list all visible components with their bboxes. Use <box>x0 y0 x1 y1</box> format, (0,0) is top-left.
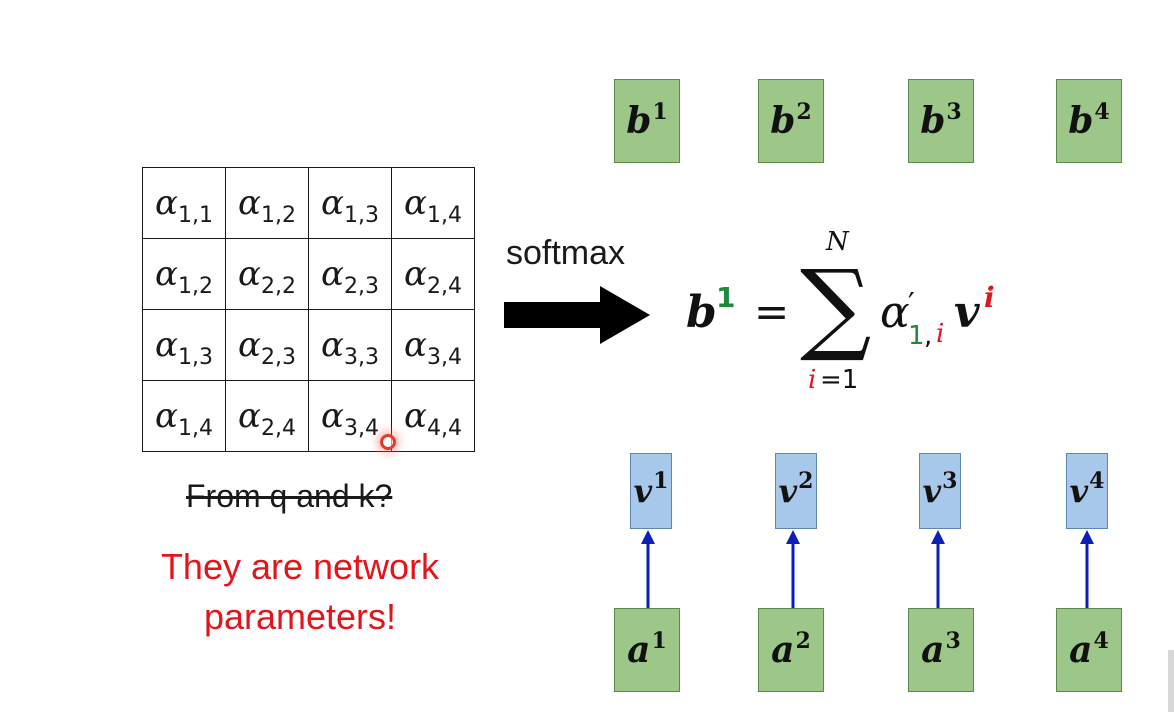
formula-value-vector: v <box>954 287 980 338</box>
matrix-cell: α1,1 <box>142 167 226 239</box>
box-superscript: 1 <box>653 468 669 494</box>
value-box-v2: v2 <box>775 453 817 529</box>
box-base: a <box>771 629 795 671</box>
matrix-cell: α1,2 <box>225 167 309 239</box>
matrix-cell: α1,4 <box>142 380 226 452</box>
box-superscript: 2 <box>798 468 814 494</box>
output-box-b2: b2 <box>758 79 824 163</box>
input-box-a2: a2 <box>758 608 824 692</box>
box-base: a <box>627 629 651 671</box>
up-arrow-icon <box>786 530 800 608</box>
clipped-title-fragment <box>440 0 450 8</box>
formula-alpha-subscript-comma: , <box>924 321 933 351</box>
sum-lower-variable: i <box>808 365 817 395</box>
matrix-cell: α1,3 <box>308 167 392 239</box>
matrix-row: α1,3 α2,3 α3,3 α3,4 <box>142 309 475 381</box>
box-superscript: 1 <box>651 628 667 654</box>
formula-value-superscript: i <box>984 281 995 314</box>
output-box-b4: b4 <box>1056 79 1122 163</box>
highlight-caption: They are network parameters! <box>130 542 470 642</box>
box-base: v <box>1069 472 1089 510</box>
formula-alpha-subscript-i: i <box>936 319 945 349</box>
box-base: b <box>920 100 946 142</box>
matrix-row: α1,1 α1,2 α1,3 α1,4 <box>142 167 475 239</box>
input-box-a1: a1 <box>614 608 680 692</box>
laser-pointer-icon <box>380 434 396 450</box>
value-box-v1: v1 <box>630 453 672 529</box>
input-box-a4: a4 <box>1056 608 1122 692</box>
window-edge <box>1168 650 1174 712</box>
box-base: v <box>778 472 798 510</box>
up-arrow-icon <box>641 530 655 608</box>
value-box-v3: v3 <box>919 453 961 529</box>
box-superscript: 2 <box>795 628 811 654</box>
matrix-cell: α1,4 <box>391 167 475 239</box>
box-superscript: 4 <box>1089 468 1105 494</box>
output-box-b3: b3 <box>908 79 974 163</box>
matrix-cell: α2,4 <box>225 380 309 452</box>
matrix-cell: α3,4 <box>391 309 475 381</box>
box-superscript: 4 <box>1093 628 1109 654</box>
sum-upper-limit: N <box>826 227 849 257</box>
formula-lhs: b <box>686 287 717 338</box>
box-base: v <box>922 472 942 510</box>
matrix-cell: α2,3 <box>308 238 392 310</box>
matrix-row: α1,4 α2,4 α3,4 α4,4 <box>142 380 475 452</box>
box-superscript: 3 <box>945 628 961 654</box>
formula-prime: ′ <box>908 287 915 322</box>
formula-alpha: α <box>880 287 910 338</box>
box-superscript: 1 <box>652 99 668 125</box>
box-base: b <box>770 100 796 142</box>
matrix-cell: α2,2 <box>225 238 309 310</box>
up-arrow-icon <box>931 530 945 608</box>
box-superscript: 3 <box>946 99 962 125</box>
formula-equals: = <box>754 287 790 336</box>
matrix-row: α1,2 α2,2 α2,3 α2,4 <box>142 238 475 310</box>
input-box-a3: a3 <box>908 608 974 692</box>
box-base: b <box>626 100 652 142</box>
summation-icon: ∑ <box>800 248 872 365</box>
matrix-cell: α3,3 <box>308 309 392 381</box>
alpha-matrix: α1,1 α1,2 α1,3 α1,4 α1,2 α2,2 α2,3 α2,4 … <box>142 167 475 452</box>
softmax-label: softmax <box>506 234 626 272</box>
matrix-cell: α2,3 <box>225 309 309 381</box>
weighted-sum-formula: b 1 = N ∑ i =1 α ′ 1 , i v i <box>684 225 1024 400</box>
matrix-cell: α3,4 <box>308 380 392 452</box>
formula-lhs-superscript: 1 <box>716 281 736 314</box>
output-box-b1: b1 <box>614 79 680 163</box>
value-box-v4: v4 <box>1066 453 1108 529</box>
box-base: v <box>633 472 653 510</box>
box-base: a <box>1069 629 1093 671</box>
struck-caption: From q and k? <box>186 478 393 514</box>
highlight-caption-line: parameters! <box>203 596 397 637</box>
box-superscript: 4 <box>1094 99 1110 125</box>
sum-lower-limit: =1 <box>820 365 859 395</box>
matrix-cell: α1,3 <box>142 309 226 381</box>
highlight-caption-line: They are network <box>160 546 440 587</box>
box-base: a <box>921 629 945 671</box>
matrix-cell: α1,2 <box>142 238 226 310</box>
matrix-cell: α2,4 <box>391 238 475 310</box>
up-arrow-icon <box>1080 530 1094 608</box>
box-base: b <box>1068 100 1094 142</box>
matrix-cell: α4,4 <box>391 380 475 452</box>
formula-alpha-subscript-1: 1 <box>908 321 925 351</box>
box-superscript: 3 <box>942 468 958 494</box>
right-arrow-icon <box>504 286 650 344</box>
box-superscript: 2 <box>796 99 812 125</box>
